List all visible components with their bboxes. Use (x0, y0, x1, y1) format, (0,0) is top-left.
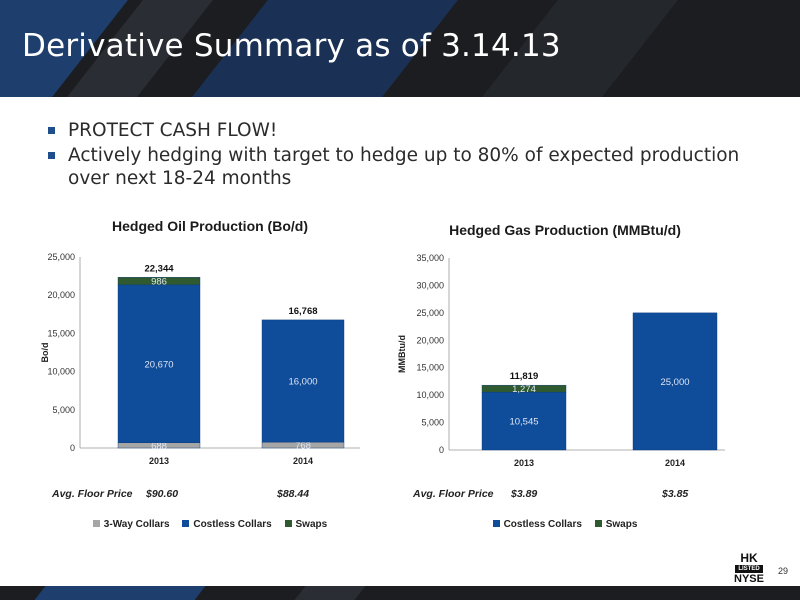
logo-listed: LISTED (735, 565, 763, 573)
page-number: 29 (778, 566, 789, 576)
footer-stripe (34, 586, 206, 600)
oil-total-label: 16,768 (288, 306, 317, 317)
oil-y-tick-label: 10,000 (47, 367, 75, 377)
legend-item: Swaps (284, 519, 328, 530)
gas-bar-segment (481, 391, 567, 451)
oil-y-tick-label: 0 (70, 443, 75, 453)
oil-y-tick-label: 5,000 (52, 405, 75, 415)
nyse-logo: HK LISTED NYSE (732, 552, 766, 585)
gas-y-tick-label: 10,000 (416, 390, 444, 400)
gas-y-tick-label: 35,000 (416, 253, 444, 263)
legend-label: Costless Collars (503, 519, 582, 530)
oil-total-label: 22,344 (144, 263, 174, 274)
bullet-item: PROTECT CASH FLOW! (48, 119, 748, 142)
bullet-square-icon (48, 152, 55, 159)
gas-chart-plot: 0 5,000 10,000 15,000 20,000 25,000 30,000 35,0… (397, 253, 725, 468)
gas-data-label: 1,274 (512, 384, 536, 395)
oil-bar-segment (117, 284, 201, 443)
legend-item: Costless Collars (492, 519, 582, 530)
logo-ticker: HK (740, 551, 758, 565)
gas-y-tick-label: 0 (439, 445, 444, 455)
oil-floor-price-2014: $88.44 (277, 488, 310, 500)
bullet-square-icon (48, 127, 55, 134)
oil-y-axis-title: Bo/d (40, 343, 50, 363)
gas-y-tick-label: 25,000 (416, 308, 444, 318)
legend-label: Costless Collars (193, 519, 272, 530)
gas-total-label: 11,819 (510, 371, 539, 382)
oil-chart-plot: 0 5,000 10,000 15,000 20,000 25,000 Bo/d 688 20,… (40, 252, 360, 466)
bullet-text: Actively hedging with target to hedge up… (68, 145, 740, 189)
logo-exchange: NYSE (734, 573, 764, 585)
gas-x-tick-label: 2013 (514, 458, 534, 468)
legend-item: Costless Collars (182, 519, 272, 530)
oil-x-tick-label: 2013 (149, 456, 169, 466)
legend-swatch (92, 519, 100, 527)
oil-y-tick-label: 25,000 (47, 252, 75, 262)
oil-chart: Hedged Oil Production (Bo/d) 0 5,000 10,00… (40, 205, 380, 545)
gas-y-tick-label: 20,000 (416, 335, 444, 345)
legend-swatch (492, 519, 500, 527)
legend-swatch (182, 519, 190, 527)
oil-x-tick-label: 2014 (293, 456, 313, 466)
oil-data-label: 20,670 (144, 359, 173, 370)
gas-x-tick-label: 2014 (665, 458, 685, 468)
oil-bar-segment (261, 319, 345, 443)
oil-data-label: 768 (295, 441, 311, 452)
gas-y-tick-label: 15,000 (416, 363, 444, 373)
footer-stripe (294, 586, 366, 600)
oil-data-label: 16,000 (288, 377, 317, 388)
bullet-list: PROTECT CASH FLOW! Actively hedging with… (48, 119, 748, 192)
gas-floor-price-2014: $3.85 (662, 488, 689, 500)
gas-data-label: 25,000 (660, 377, 689, 388)
gas-bar-segment (481, 384, 567, 393)
gas-legend: Costless Collars Swaps (395, 519, 735, 530)
legend-label: Swaps (295, 519, 328, 530)
legend-label: 3-Way Collars (103, 519, 170, 530)
gas-floor-price-2013: $3.89 (511, 488, 538, 500)
gas-floor-label: Avg. Floor Price (413, 488, 494, 500)
oil-chart-title: Hedged Oil Production (Bo/d) (112, 218, 308, 234)
bullet-text: PROTECT CASH FLOW! (68, 120, 278, 141)
gas-data-label: 10,545 (509, 417, 538, 428)
title-bar: Derivative Summary as of 3.14.13 (0, 0, 800, 97)
gas-y-axis-title: MMBtu/d (397, 335, 407, 373)
oil-floor-label: Avg. Floor Price (52, 488, 133, 500)
slide-title: Derivative Summary as of 3.14.13 (22, 28, 561, 64)
oil-y-tick-label: 20,000 (47, 290, 75, 300)
gas-chart-title: Hedged Gas Production (MMBtu/d) (449, 222, 681, 238)
gas-bar-segment (632, 312, 718, 451)
legend-label: Swaps (605, 519, 638, 530)
gas-y-tick-label: 5,000 (421, 418, 444, 428)
oil-data-label: 688 (151, 441, 167, 452)
legend-item: 3-Way Collars (92, 519, 170, 530)
oil-y-tick-label: 15,000 (47, 328, 75, 338)
gas-chart: Hedged Gas Production (MMBtu/d) 0 5,000 10… (395, 205, 735, 545)
legend-swatch (284, 519, 292, 527)
bullet-item: Actively hedging with target to hedge up… (48, 144, 748, 190)
oil-legend: 3-Way Collars Costless Collars Swaps (40, 519, 380, 530)
oil-bar-segment (117, 277, 201, 286)
footer-bar (0, 586, 800, 600)
oil-floor-price-2013: $90.60 (146, 488, 179, 500)
legend-swatch (594, 519, 602, 527)
legend-item: Swaps (594, 519, 638, 530)
oil-data-label: 986 (151, 277, 167, 288)
gas-y-tick-label: 30,000 (416, 280, 444, 290)
